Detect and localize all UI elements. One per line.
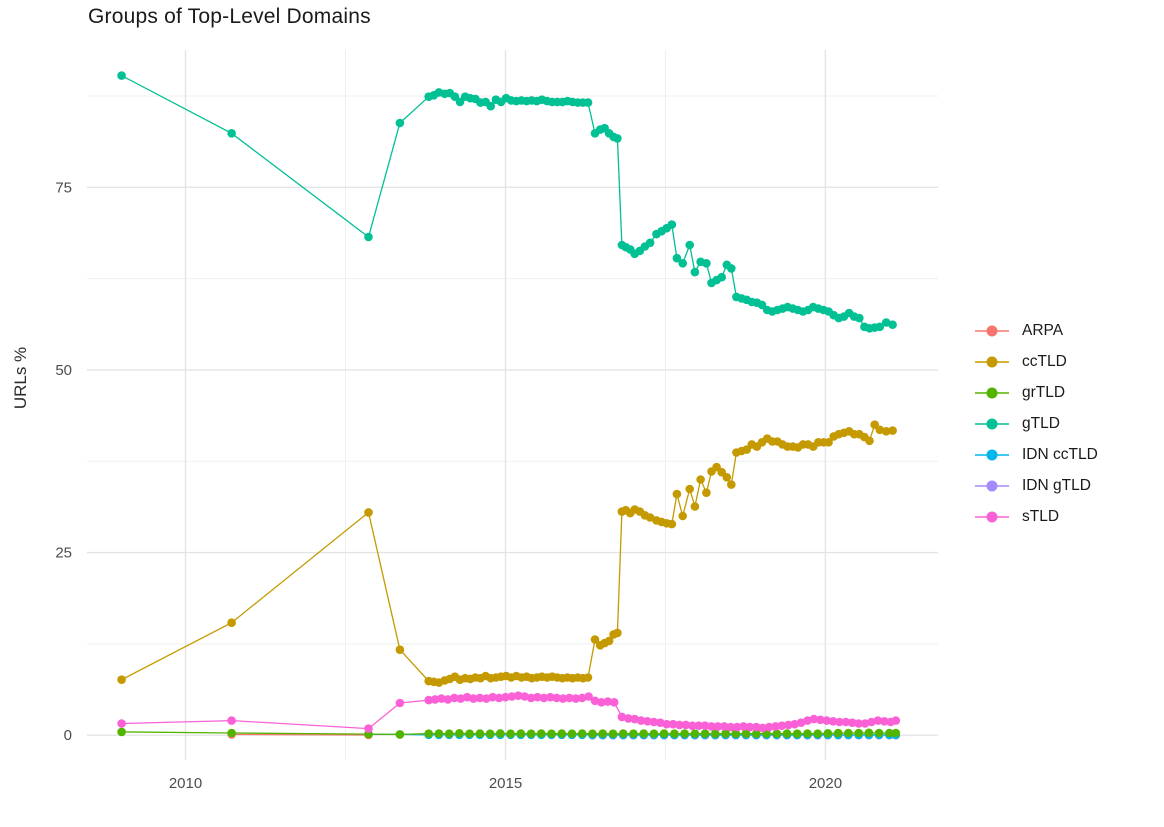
legend-item-grTLD: grTLD: [974, 382, 1098, 404]
legend-label: IDN gTLD: [1022, 477, 1091, 494]
legend-label: IDN ccTLD: [1022, 446, 1098, 463]
legend-label: gTLD: [1022, 415, 1060, 432]
x-tick-label: 2015: [489, 775, 522, 792]
series-ARPA: [227, 730, 373, 740]
y-tick-label: 25: [55, 545, 72, 562]
series-ccTLD: [117, 420, 897, 687]
legend-key-icon: [975, 449, 1009, 461]
legend-key-icon: [975, 356, 1009, 368]
legend-key-icon: [975, 511, 1009, 523]
series-gTLD: [117, 71, 897, 333]
series-sTLD: [117, 691, 901, 733]
legend-label: ARPA: [1022, 322, 1064, 339]
legend: ARPA ccTLD grTLD gTLD IDN ccTLD IDN gTLD sTLD: [974, 320, 1098, 537]
x-tick-label: 2010: [169, 775, 202, 792]
legend-label: sTLD: [1022, 508, 1060, 525]
y-tick-label: 50: [55, 362, 72, 379]
y-axis-title: URLs %: [11, 346, 30, 410]
legend-item-gTLD: gTLD: [974, 413, 1098, 435]
legend-item-IDN-gTLD: IDN gTLD: [974, 475, 1098, 497]
legend-item-IDN-ccTLD: IDN ccTLD: [974, 444, 1098, 466]
legend-key-icon: [975, 387, 1009, 399]
legend-key-icon: [975, 480, 1009, 492]
y-tick-label: 0: [64, 727, 72, 744]
legend-label: grTLD: [1022, 384, 1066, 401]
legend-label: ccTLD: [1022, 353, 1067, 370]
series-grTLD: [117, 727, 901, 739]
chart-title: Groups of Top-Level Domains: [88, 5, 371, 28]
y-tick-label: 75: [55, 179, 72, 196]
legend-item-sTLD: sTLD: [974, 506, 1098, 528]
legend-item-ARPA: ARPA: [974, 320, 1098, 342]
legend-item-ccTLD: ccTLD: [974, 351, 1098, 373]
legend-key-icon: [975, 325, 1009, 337]
x-tick-label: 2020: [809, 775, 842, 792]
legend-key-icon: [975, 418, 1009, 430]
